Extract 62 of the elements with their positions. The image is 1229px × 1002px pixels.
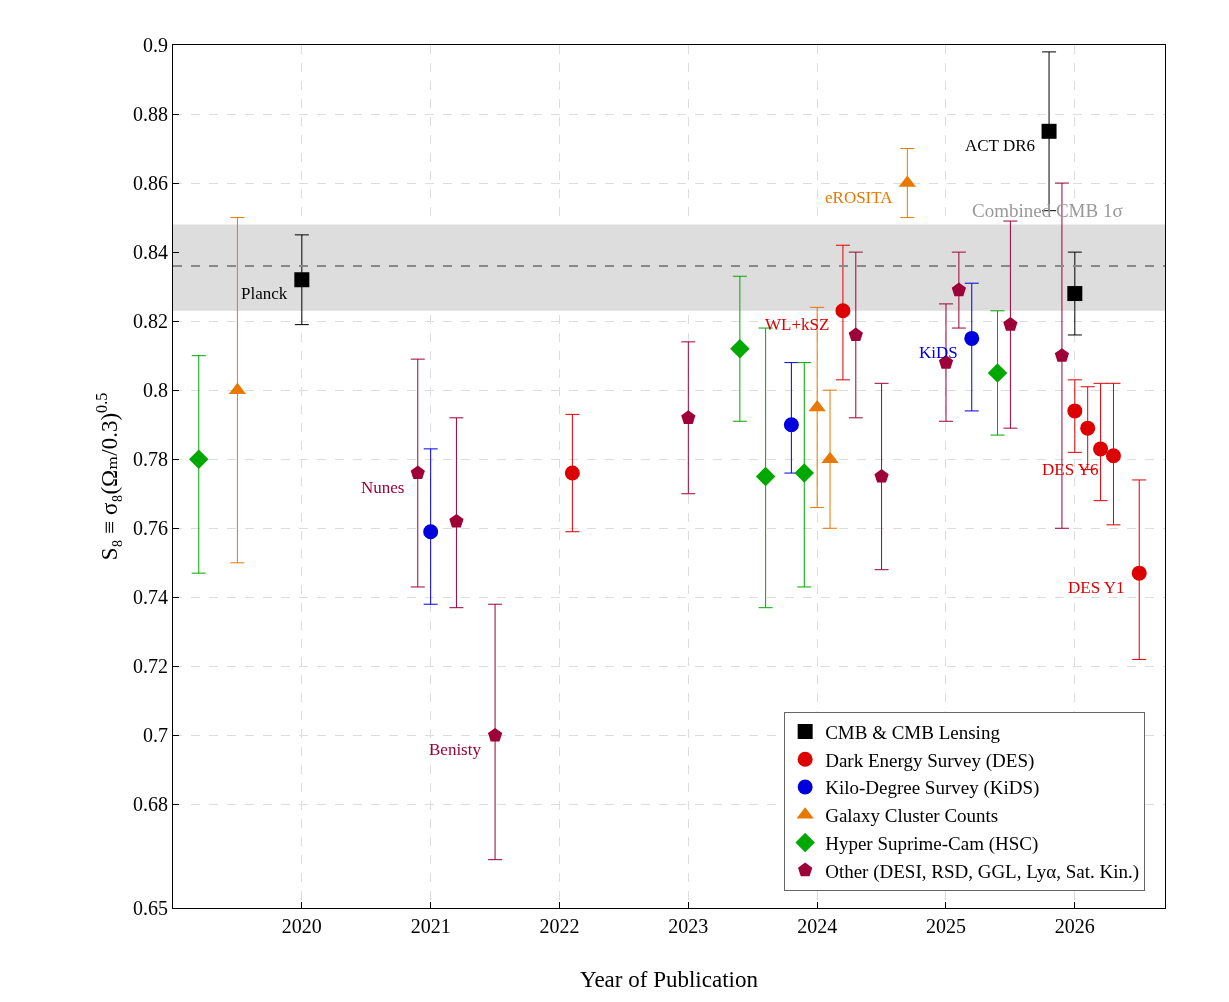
point: [783, 417, 799, 433]
point: [951, 282, 966, 297]
x-tick-label: 2024: [797, 915, 838, 937]
legend-label: Kilo-Degree Survey (KiDS): [825, 777, 1040, 800]
point: [1041, 123, 1057, 139]
annotation: eROSITA: [825, 188, 894, 207]
y-tick-label: 0.84: [133, 241, 168, 264]
annotation: Nunes: [361, 478, 405, 497]
point: [964, 330, 980, 346]
annotation: ACT DR6: [965, 136, 1036, 155]
point: [423, 524, 439, 540]
legend-label: CMB & CMB Lensing: [825, 722, 1001, 743]
point: [987, 363, 1008, 383]
point: [1003, 317, 1018, 331]
point: [449, 513, 464, 528]
point: [410, 465, 425, 480]
y-tick-label: 0.8: [143, 379, 168, 402]
point: [1093, 441, 1109, 457]
y-tick-label: 0.72: [133, 655, 168, 678]
point: [487, 727, 503, 742]
y-tick-label: 0.74: [133, 586, 168, 609]
point: [808, 399, 826, 412]
annotation: KiDS: [919, 343, 958, 362]
x-tick-label: 2023: [668, 915, 709, 937]
point: [794, 463, 815, 483]
point: [1067, 403, 1083, 419]
legend-label: Other (DESI, RSD, GGL, Lyα, Sat. Kin.): [825, 860, 1140, 883]
x-tick-label: 2021: [410, 915, 451, 937]
annotation: Benisty: [429, 740, 482, 759]
point: [681, 410, 696, 424]
point: [848, 327, 863, 342]
point: [564, 465, 580, 481]
y-tick-label: 0.65: [133, 897, 168, 919]
y-tick-label: 0.76: [133, 517, 168, 540]
x-tick-label: 2022: [539, 915, 580, 937]
x-tick-label: 2025: [925, 915, 966, 937]
y-tick-label: 0.7: [143, 724, 168, 747]
point: [1105, 448, 1121, 464]
legend-label: Dark Energy Survey (DES): [825, 749, 1035, 772]
point: [294, 272, 310, 288]
annotation: DES Y1: [1068, 578, 1125, 597]
legend-label: Galaxy Cluster Counts: [825, 805, 999, 827]
point: [1067, 286, 1083, 302]
x-tick-label: 2026: [1054, 915, 1095, 937]
legend-label: Hyper Suprime-Cam (HSC): [825, 832, 1039, 855]
point: [1080, 420, 1096, 436]
x-axis-title: Year of Publication: [580, 967, 759, 992]
point: [835, 303, 851, 319]
point: [1054, 348, 1070, 362]
point: [1131, 565, 1147, 581]
point: [730, 339, 750, 359]
y-tick-label: 0.68: [133, 793, 168, 816]
y-tick-label: 0.82: [133, 310, 168, 333]
x-tick-label: 2020: [281, 915, 322, 937]
y-tick-label: 0.78: [133, 448, 168, 471]
y-tick-label: 0.9: [143, 34, 168, 56]
annotation: Planck: [241, 284, 288, 303]
y-tick-label: 0.88: [133, 103, 168, 126]
point: [189, 449, 209, 469]
point: [755, 466, 776, 487]
point: [874, 469, 889, 483]
y-tick-label: 0.86: [133, 172, 168, 195]
